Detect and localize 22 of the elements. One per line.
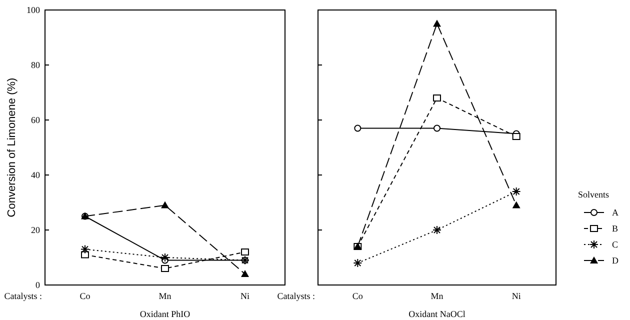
legend-title: Solvents — [578, 190, 610, 200]
legend-label: A — [612, 208, 619, 218]
x-tick-label: Mn — [430, 291, 444, 301]
x-tick-label: Co — [80, 291, 91, 301]
y-tick-label: 60 — [31, 115, 40, 126]
x-axis-title: Oxidant PhIO — [140, 309, 191, 319]
legend-label: C — [612, 240, 618, 250]
y-tick-label: 20 — [31, 225, 40, 236]
text: Catalysts : — [277, 291, 315, 301]
x-tick-label: Co — [352, 291, 364, 301]
x-tick-label: Ni — [240, 291, 250, 301]
text: Catalysts : — [4, 291, 42, 301]
x-axis-title: Oxidant NaOCl — [408, 309, 466, 319]
x-tick-label: Ni — [512, 291, 522, 301]
y-tick-label: 100 — [26, 5, 40, 16]
y-tick-label: 0 — [36, 280, 40, 290]
y-axis-title: Conversion of Limonene (%) — [6, 78, 18, 218]
x-tick-label: Mn — [158, 291, 172, 301]
legend-label: D — [612, 256, 619, 266]
y-tick-label: 40 — [31, 170, 40, 180]
y-tick-label: 80 — [31, 60, 40, 70]
legend-label: B — [612, 224, 618, 234]
